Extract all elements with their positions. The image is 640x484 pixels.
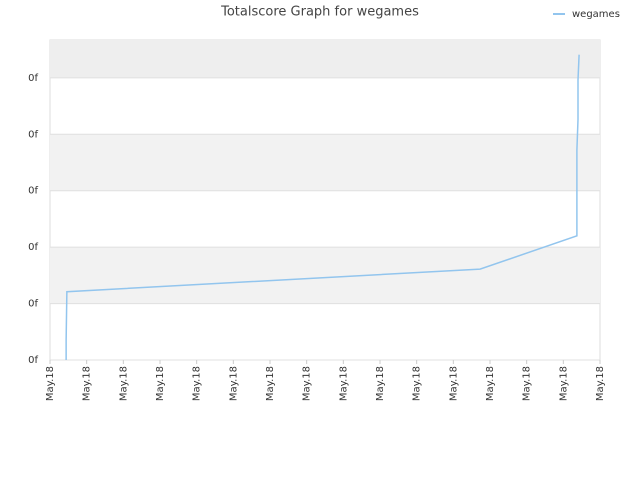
plot-area: [49, 39, 601, 361]
x-tick-label: May.18: [82, 366, 93, 401]
x-tick-label: May.18: [265, 366, 276, 401]
x-tick-label: May.18: [302, 366, 313, 401]
x-tick-label: May.18: [192, 366, 203, 401]
y-tick-label: 0f: [28, 73, 38, 84]
grid-band: [50, 134, 600, 191]
x-tick-label: May.18: [375, 366, 386, 401]
x-tick-label: May.18: [228, 366, 239, 401]
x-tick-label: May.18: [485, 366, 496, 401]
x-tick-label: May.18: [45, 366, 56, 401]
data-line: [65, 54, 580, 360]
x-tick-label: May.18: [118, 366, 129, 401]
legend-label: wegames: [572, 9, 620, 20]
y-tick-label: 0f: [28, 355, 38, 366]
x-tick-label: May.18: [558, 366, 569, 401]
grid-band: [50, 247, 600, 304]
x-tick-label: May.18: [155, 366, 166, 401]
grid-band: [50, 40, 600, 78]
chart-title: Totalscore Graph for wegames: [220, 5, 419, 20]
x-tick-label: May.18: [595, 366, 606, 401]
x-tick-label: May.18: [412, 366, 423, 401]
x-tick-label: May.18: [522, 366, 533, 401]
y-tick-label: 0f: [28, 186, 38, 197]
y-tick-label: 0f: [28, 299, 38, 310]
x-tick-label: May.18: [448, 366, 459, 401]
x-tick-label: May.18: [338, 366, 349, 401]
y-tick-label: 0f: [28, 242, 38, 253]
y-tick-label: 0f: [28, 129, 38, 140]
